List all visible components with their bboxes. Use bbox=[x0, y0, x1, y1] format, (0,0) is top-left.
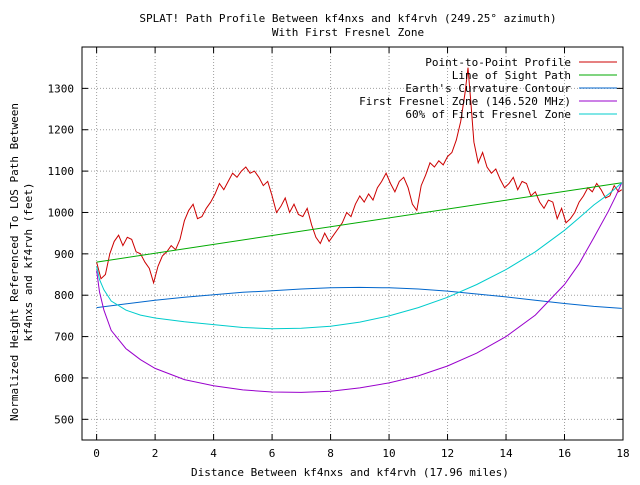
y-tick-label: 1000 bbox=[48, 206, 75, 219]
y-tick-label: 600 bbox=[54, 372, 74, 385]
x-tick-label: 6 bbox=[269, 447, 276, 460]
y-tick-label: 1100 bbox=[48, 165, 75, 178]
y-axis-label-line-1: Normalized Height Referenced To LOS Path… bbox=[8, 103, 21, 421]
legend-label-3: Earth's Curvature Contour bbox=[405, 82, 571, 95]
grid-lines bbox=[82, 47, 623, 440]
x-tick-label: 18 bbox=[616, 447, 629, 460]
series-line-4 bbox=[96, 182, 623, 393]
legend-label-2: Line of Sight Path bbox=[452, 69, 571, 82]
x-tick-label: 4 bbox=[210, 447, 217, 460]
x-tick-label: 0 bbox=[93, 447, 100, 460]
y-tick-label: 800 bbox=[54, 289, 74, 302]
chart-subtitle: With First Fresnel Zone bbox=[272, 26, 424, 39]
x-axis-label: Distance Between kf4nxs and kf4rvh (17.9… bbox=[191, 466, 509, 479]
x-tick-label: 10 bbox=[382, 447, 395, 460]
y-tick-label: 1300 bbox=[48, 82, 75, 95]
x-tick-label: 2 bbox=[152, 447, 159, 460]
x-tick-label: 8 bbox=[327, 447, 334, 460]
chart-title: SPLAT! Path Profile Between kf4nxs and k… bbox=[139, 12, 556, 25]
series-line-1 bbox=[96, 67, 623, 285]
x-tick-label: 14 bbox=[499, 447, 513, 460]
x-tick-label: 12 bbox=[441, 447, 454, 460]
legend-label-1: Point-to-Point Profile bbox=[425, 56, 571, 69]
y-tick-label: 700 bbox=[54, 331, 74, 344]
plot-frame bbox=[81, 46, 624, 441]
x-tick-label: 16 bbox=[558, 447, 571, 460]
y-axis-label-line-2: kf4nxs and kf4rvh (feet) bbox=[22, 183, 35, 342]
series-line-2 bbox=[96, 182, 622, 263]
plot-border bbox=[81, 46, 624, 441]
y-tick-label: 900 bbox=[54, 248, 74, 261]
y-tick-label: 500 bbox=[54, 413, 74, 426]
series-line-5 bbox=[96, 182, 623, 330]
legend-label-4: First Fresnel Zone (146.520 MHz) bbox=[359, 95, 571, 108]
data-series bbox=[96, 67, 623, 393]
axis-ticks: 0 2 4 6 8 10 12 14 16 18 500 600 700 800 900 1000 1100 12… bbox=[48, 47, 630, 460]
y-tick-label: 1200 bbox=[48, 124, 75, 137]
series-line-3 bbox=[96, 286, 622, 309]
legend-label-5: 60% of First Fresnel Zone bbox=[405, 108, 571, 121]
